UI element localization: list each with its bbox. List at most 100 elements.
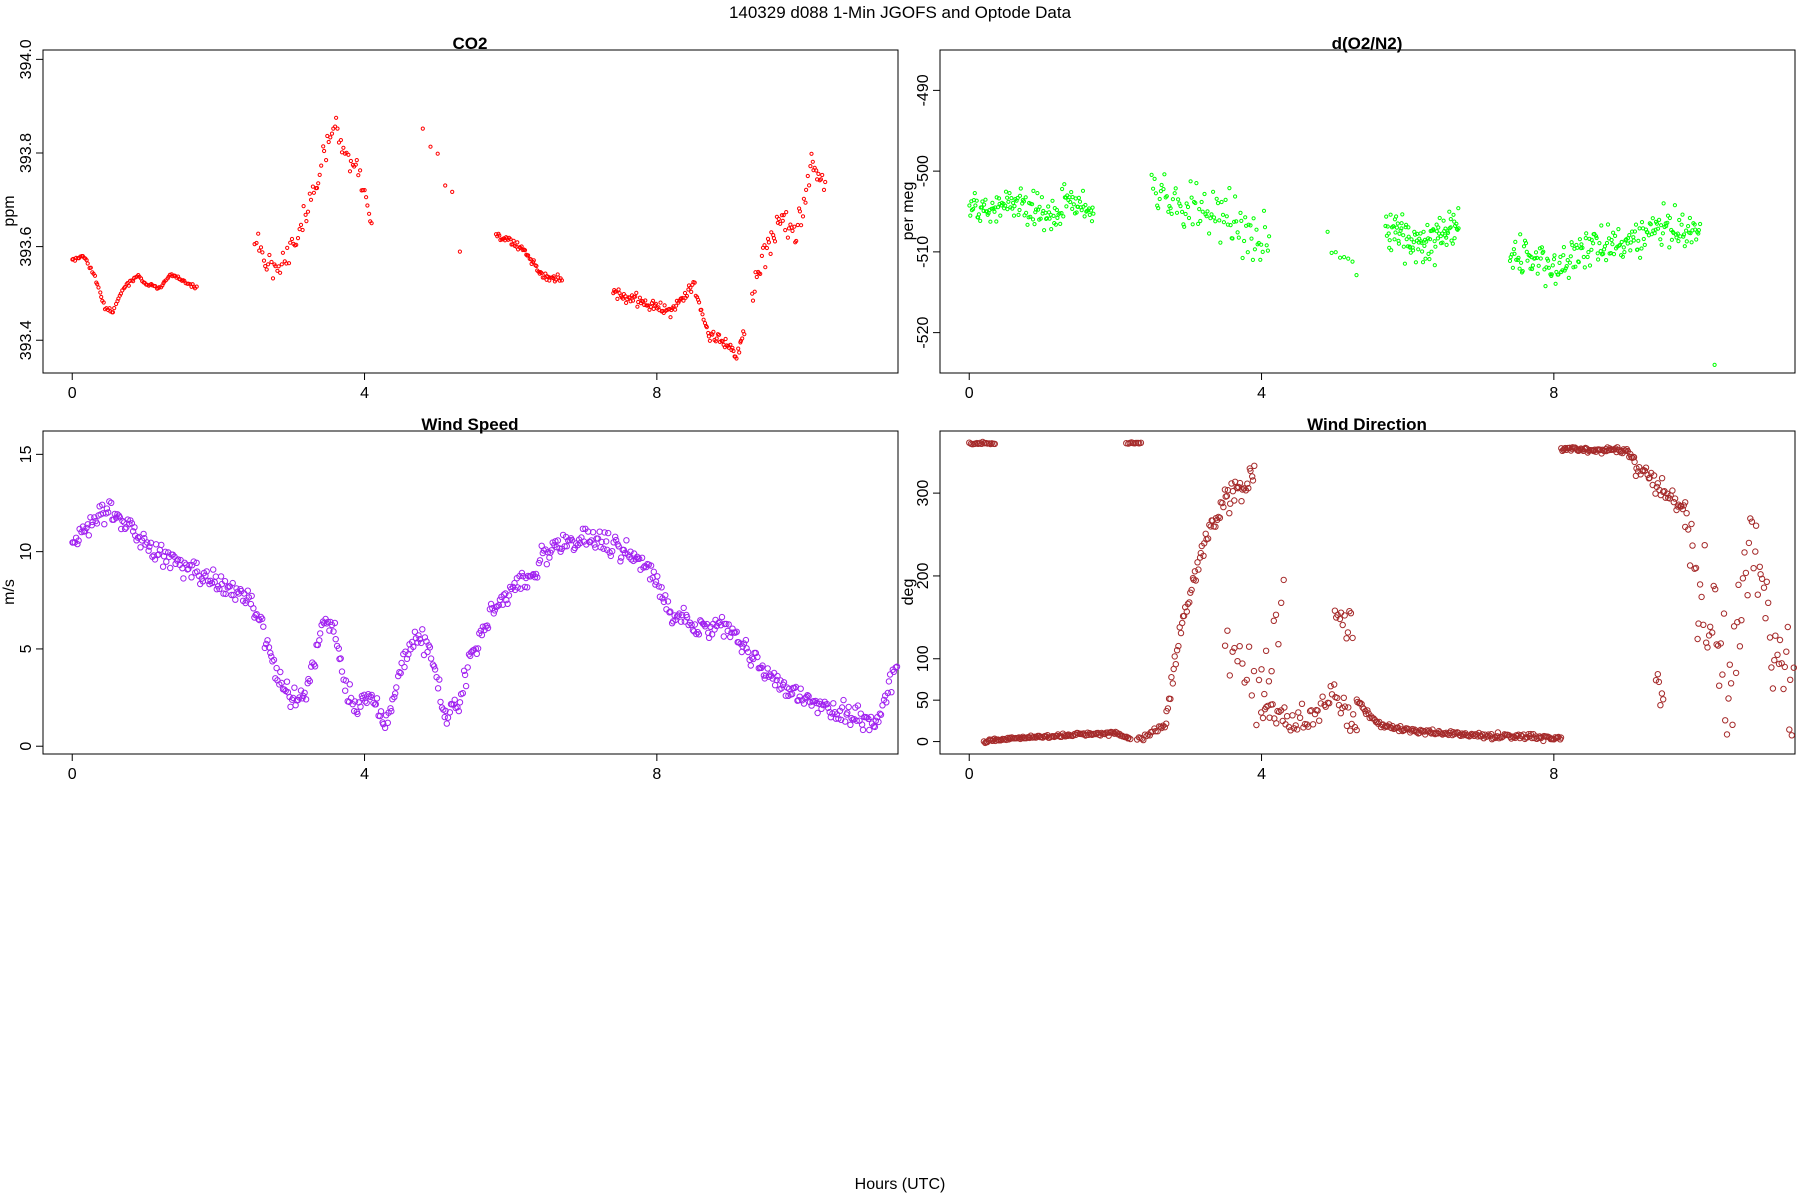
o2n2-point — [1604, 240, 1610, 246]
wspd-point — [185, 565, 192, 573]
wspd-point — [534, 574, 541, 581]
wspd-point — [233, 585, 240, 592]
co2-point — [443, 183, 448, 188]
o2n2-point — [1602, 244, 1608, 249]
wspd-point — [93, 520, 101, 527]
o2n2-point — [1619, 239, 1624, 245]
o2n2-point — [1168, 206, 1173, 211]
co2-point — [347, 169, 353, 174]
co2-point — [356, 173, 361, 178]
wspd-point — [739, 643, 746, 650]
o2n2-point — [1188, 179, 1193, 184]
wdir-point — [1348, 720, 1355, 728]
o2n2-point — [1585, 254, 1590, 260]
o2n2-point — [1599, 223, 1604, 228]
wspd-point — [557, 548, 564, 555]
co2-point — [317, 172, 322, 177]
co2-point — [790, 228, 795, 233]
wdir-point — [1317, 700, 1325, 707]
o2n2-point — [1636, 238, 1641, 243]
wdir-point — [1707, 623, 1714, 630]
o2n2-point — [1185, 204, 1191, 210]
wdir-point — [1742, 569, 1750, 577]
o2n2-point — [1447, 209, 1452, 214]
o2n2-point — [1628, 240, 1633, 245]
wspd-point — [842, 718, 849, 725]
o2n2-point — [1250, 257, 1256, 262]
wspd-point — [720, 633, 727, 640]
co2-point — [643, 298, 648, 303]
o2n2-point — [1444, 235, 1449, 240]
o2n2-point — [1021, 199, 1027, 204]
o2n2-point — [1693, 227, 1698, 232]
wspd-point — [105, 509, 112, 516]
wspd-point — [875, 718, 882, 726]
co2-point — [784, 210, 789, 215]
wdir-point — [1750, 565, 1757, 572]
wspd-point — [691, 621, 699, 628]
o2n2-point — [1641, 236, 1646, 242]
co2-point — [264, 267, 269, 272]
wspd-point — [420, 651, 428, 659]
wspd-point — [677, 618, 685, 625]
wdir-point — [1319, 693, 1326, 700]
o2n2-point — [1667, 245, 1672, 250]
wdir-y-tick-label: 100 — [915, 645, 932, 672]
o2n2-point — [1560, 268, 1565, 273]
o2n2-point — [1009, 196, 1014, 201]
wspd-point — [434, 685, 442, 692]
wspd-point — [504, 600, 511, 607]
wdir-point — [1341, 703, 1349, 710]
panel-wdir: Wind Direction deg 0 4 8 0 50 100 200 300 — [900, 415, 1798, 783]
co2-point — [85, 261, 90, 266]
wspd-point — [393, 684, 400, 691]
co2-point — [294, 242, 299, 247]
panel-co2: CO2 ppm 0 4 8 393.4 393.6 393.8 394.0 — [1, 34, 899, 402]
o2n2-point — [1604, 258, 1609, 263]
wspd-point — [167, 564, 174, 572]
wspd-point — [617, 558, 624, 565]
co2-point — [616, 287, 621, 292]
o2n2-point — [1551, 257, 1557, 262]
wspd-point — [190, 558, 197, 565]
o2n2-point — [1610, 242, 1615, 247]
wdir-point — [1066, 731, 1073, 739]
co2-point — [457, 249, 462, 254]
o2n2-point — [1696, 228, 1702, 233]
wspd-point — [490, 610, 497, 617]
co2-point — [515, 240, 520, 245]
wspd-point — [638, 554, 646, 561]
wspd-point — [304, 680, 311, 687]
wdir-point — [1783, 648, 1790, 655]
o2n2-point — [1249, 236, 1254, 241]
co2-point — [816, 171, 821, 176]
wdir-point — [1228, 480, 1235, 487]
o2n2-point — [1454, 221, 1459, 226]
o2n2-point — [1169, 211, 1174, 216]
wspd-point — [181, 559, 188, 566]
o2n2-point — [1440, 231, 1445, 236]
o2n2-point — [1245, 250, 1250, 255]
wspd-point — [662, 592, 669, 599]
co2-point — [364, 195, 369, 200]
wspd-point — [474, 645, 482, 652]
wspd-point — [363, 699, 370, 707]
co2-point — [759, 253, 765, 258]
o2n2-point — [1182, 224, 1187, 229]
wdir-point — [1195, 566, 1202, 573]
wspd-point — [111, 510, 119, 518]
o2n2-point — [1541, 249, 1546, 254]
co2-point — [704, 325, 709, 330]
o2n2-point — [1003, 189, 1009, 194]
wspd-point — [401, 663, 408, 671]
co2-point — [785, 235, 791, 240]
wspd-x-tick-label: 4 — [360, 766, 369, 783]
wspd-point — [301, 689, 308, 696]
wdir-point — [1723, 731, 1731, 738]
o2n2-point — [1514, 257, 1519, 262]
wdir-point — [1344, 629, 1352, 636]
co2-y-tick-label: 393.8 — [18, 133, 35, 173]
wdir-point — [1306, 707, 1314, 715]
wdir-point — [1270, 617, 1278, 624]
o2n2-point — [1429, 249, 1434, 254]
